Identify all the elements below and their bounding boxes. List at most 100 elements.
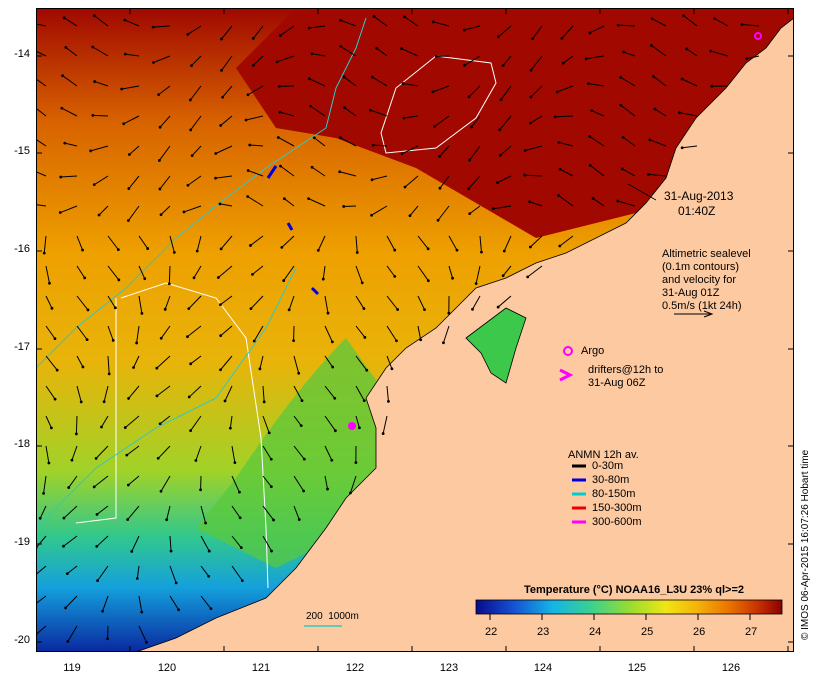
velocity-arrow-head	[182, 210, 186, 214]
velocity-arrow-head	[365, 368, 369, 372]
velocity-arrow-head	[501, 274, 505, 278]
velocity-arrow	[340, 46, 357, 57]
velocity-arrow	[107, 235, 119, 250]
velocity-arrow	[60, 205, 78, 214]
velocity-arrow-head	[588, 163, 592, 167]
velocity-arrow-head	[157, 159, 161, 162]
velocity-arrow-head	[36, 633, 38, 636]
velocity-arrow-head	[186, 183, 190, 187]
velocity-arrow	[200, 535, 210, 552]
velocity-arrow	[417, 325, 422, 340]
velocity-arrow	[386, 265, 396, 277]
velocity-arrow	[127, 505, 140, 520]
velocity-arrow	[308, 198, 326, 207]
velocity-arrow	[107, 325, 114, 341]
velocity-arrow	[620, 76, 636, 87]
velocity-arrow	[471, 115, 481, 128]
velocity-arrow-head	[246, 195, 250, 198]
velocity-arrow	[524, 145, 543, 151]
velocity-arrow	[557, 85, 574, 93]
velocity-arrow	[253, 325, 264, 342]
velocity-arrow-head	[553, 115, 557, 119]
velocity-arrow	[215, 175, 233, 179]
sst-map[interactable]	[36, 8, 794, 652]
velocity-arrow	[469, 145, 481, 161]
velocity-arrow	[45, 265, 50, 284]
velocity-arrow	[355, 325, 366, 338]
velocity-arrow	[434, 115, 450, 127]
velocity-arrow-head	[127, 397, 130, 400]
mooring-arrow	[266, 165, 278, 179]
velocity-arrow-head	[713, 17, 717, 20]
velocity-arrow-head	[172, 251, 176, 254]
velocity-arrow-head	[558, 244, 562, 248]
velocity-arrow-head	[169, 549, 173, 553]
velocity-arrow	[36, 171, 47, 177]
colorbar-ticks	[489, 614, 751, 620]
velocity-arrow-head	[60, 106, 64, 110]
velocity-arrow	[39, 505, 47, 519]
velocity-arrow-head	[438, 186, 442, 190]
velocity-arrow	[92, 46, 109, 57]
date-pointer-line	[627, 183, 657, 201]
velocity-arrow-head	[498, 128, 502, 132]
credit-text: © IMOS 06-Apr-2015 16:07:26 Hobart time	[800, 449, 811, 640]
velocity-arrow-head	[53, 397, 57, 401]
velocity-arrow-head	[423, 308, 426, 311]
velocity-arrow	[592, 198, 605, 207]
velocity-arrow-head	[497, 35, 500, 39]
velocity-arrow-head	[363, 335, 367, 339]
argo-float-marker[interactable]	[563, 346, 573, 356]
velocity-arrow-head	[81, 365, 85, 369]
velocity-arrow-head	[523, 149, 527, 152]
velocity-arrow	[159, 115, 171, 128]
velocity-arrow	[386, 325, 397, 342]
velocity-arrow-head	[248, 143, 252, 147]
velocity-arrow	[45, 295, 53, 309]
velocity-arrow-head	[66, 640, 70, 643]
velocity-arrow-head	[127, 187, 131, 190]
mooring-arrow	[286, 222, 294, 231]
velocity-arrow-head	[127, 219, 130, 222]
velocity-arrow-head	[387, 399, 390, 403]
velocity-arrow-head	[95, 512, 99, 516]
velocity-arrow-head	[79, 400, 83, 404]
velocity-arrow-head	[167, 282, 171, 286]
velocity-arrow	[131, 535, 140, 552]
velocity-arrow-head	[199, 488, 202, 492]
velocity-arrow-head	[330, 458, 334, 462]
velocity-arrow-head	[61, 74, 65, 78]
velocity-arrow-head	[220, 37, 223, 41]
velocity-arrow	[527, 265, 543, 278]
velocity-arrow	[310, 105, 326, 117]
velocity-arrow-head	[455, 248, 459, 252]
velocity-arrow-head	[214, 176, 217, 180]
map-border	[36, 8, 794, 652]
velocity-arrow	[138, 295, 143, 314]
velocity-arrow	[153, 25, 171, 28]
velocity-arrow	[293, 355, 300, 374]
velocity-arrow	[559, 235, 574, 247]
velocity-arrow-head	[292, 339, 295, 342]
velocity-arrow-head	[745, 57, 749, 61]
velocity-arrow	[102, 595, 109, 612]
drifter-marker[interactable]	[559, 368, 574, 382]
velocity-arrow	[372, 76, 388, 87]
velocity-arrow-head	[370, 213, 373, 217]
velocity-arrow-head	[279, 34, 282, 37]
velocity-arrow	[497, 295, 512, 308]
velocity-arrow	[280, 25, 295, 36]
velocity-arrow	[96, 505, 109, 515]
velocity-arrow-head	[463, 63, 466, 67]
velocity-arrow	[76, 235, 83, 251]
velocity-arrow-head	[239, 546, 243, 550]
velocity-arrow	[293, 475, 305, 492]
velocity-arrow-head	[338, 136, 342, 140]
velocity-arrow-head	[269, 457, 273, 461]
velocity-arrow-head	[299, 424, 303, 428]
velocity-arrow	[373, 16, 388, 27]
velocity-arrow	[339, 171, 357, 177]
velocity-arrow-head	[155, 394, 159, 398]
velocity-arrow	[222, 85, 233, 98]
velocity-arrow	[45, 325, 56, 339]
